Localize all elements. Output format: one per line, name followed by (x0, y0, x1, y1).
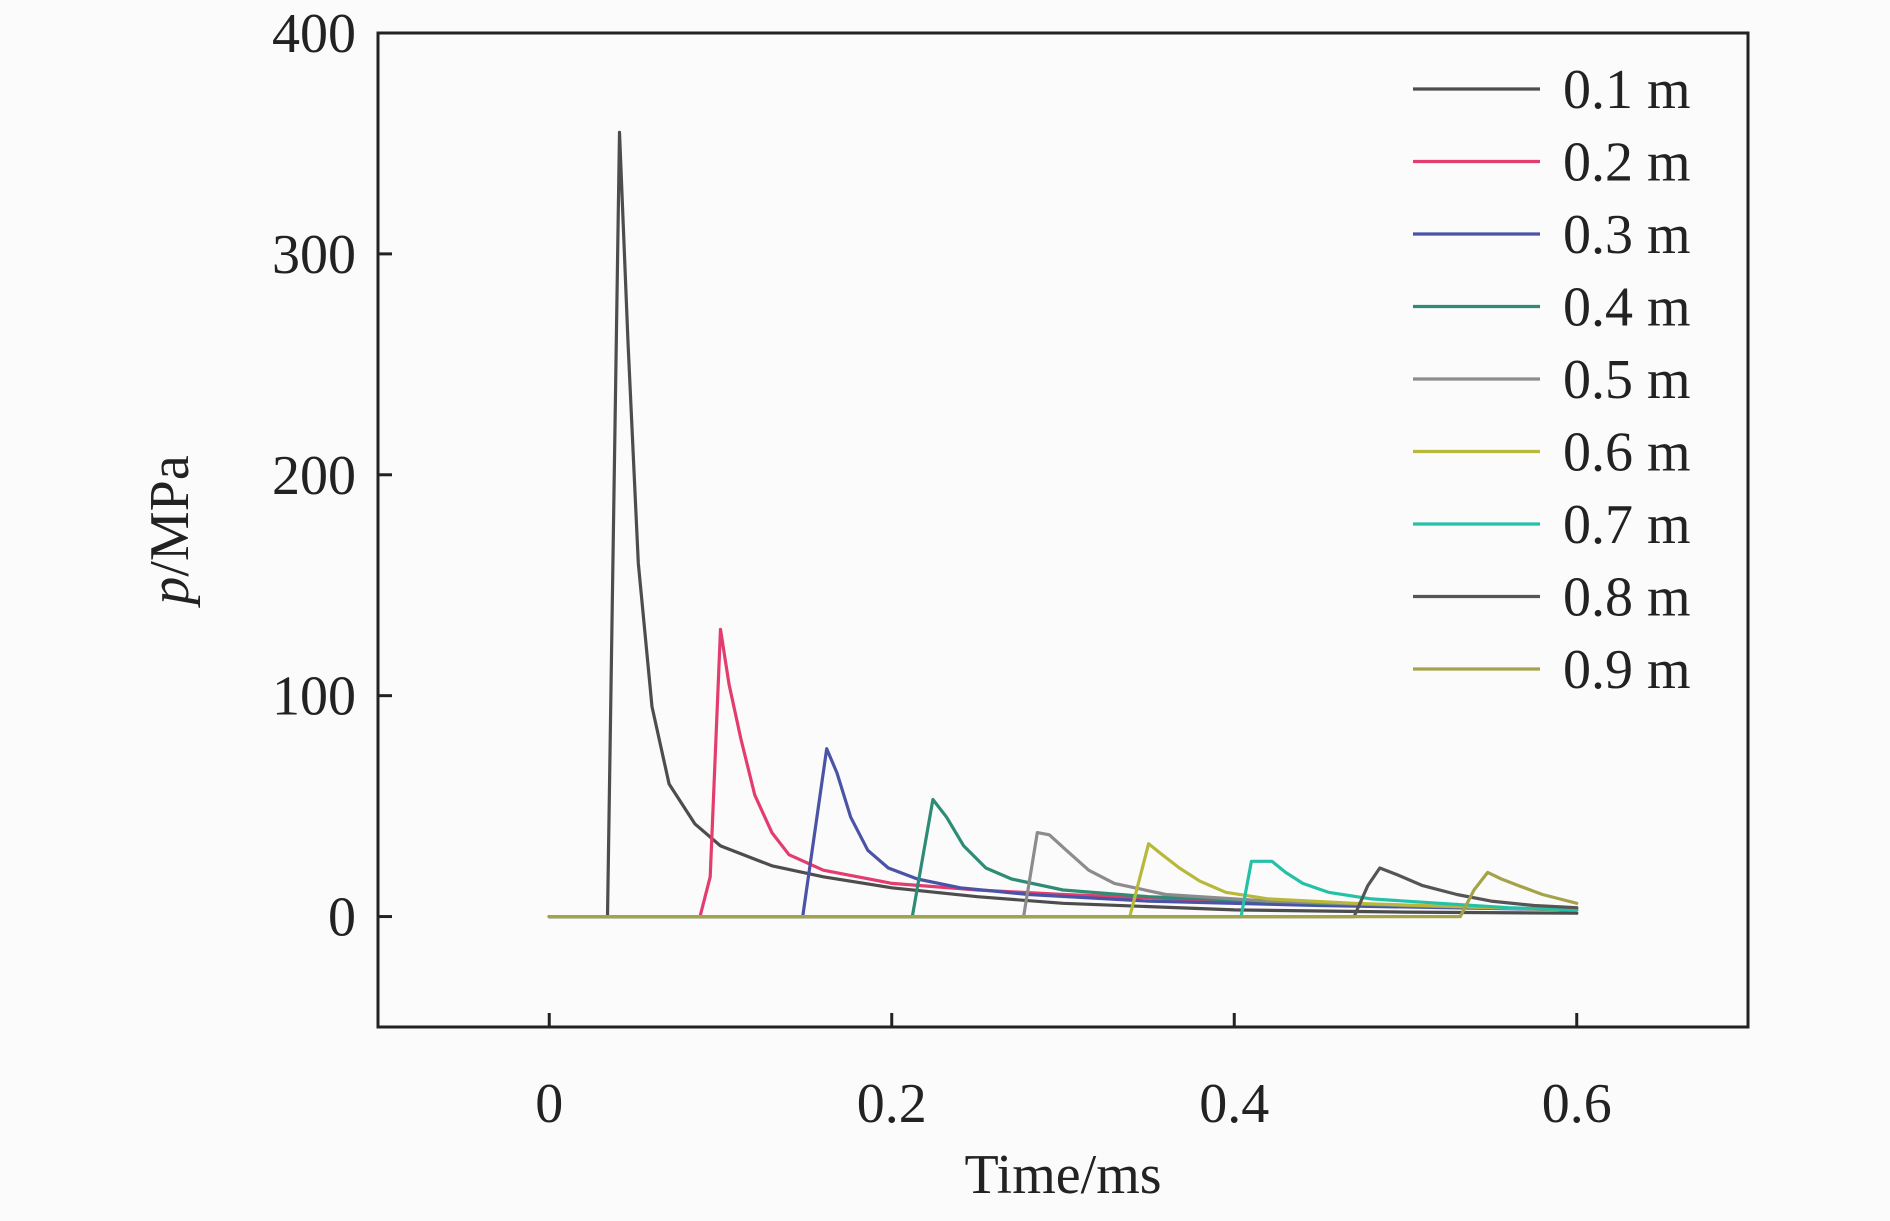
y-tick-label: 300 (272, 224, 356, 286)
y-tick-label: 0 (328, 887, 356, 949)
y-axis-label-variable: p (139, 577, 201, 609)
y-tick-label: 100 (272, 666, 356, 728)
legend: 0.1 m 0.2 m 0.3 m 0.4 m 0.5 m 0.6 m 0.7 m 0.8 m… (1413, 59, 1691, 701)
plot-frame (376, 31, 1750, 1029)
series-line-9 (547, 870, 1579, 919)
x-tick-label: 0.4 (1199, 1073, 1269, 1135)
legend-label: 0.2 m (1563, 132, 1691, 194)
series-line-2 (547, 627, 1579, 919)
legend-label: 0.1 m (1563, 59, 1691, 121)
x-axis-label: Time/ms (964, 1144, 1161, 1206)
series-line-1 (547, 130, 1579, 919)
legend-label: 0.6 m (1563, 422, 1691, 484)
legend-label: 0.8 m (1563, 567, 1691, 629)
legend-label: 0.5 m (1563, 349, 1691, 411)
legend-label: 0.7 m (1563, 494, 1691, 556)
legend-label: 0.4 m (1563, 277, 1691, 339)
legend-label: 0.3 m (1563, 204, 1691, 266)
x-tick-label: 0.6 (1542, 1073, 1612, 1135)
x-tick-label: 0 (535, 1073, 563, 1135)
x-tick-label: 0.2 (857, 1073, 927, 1135)
series-line-7 (547, 859, 1579, 919)
axis-tick-labels: 0 0.2 0.4 0.6 0 100 200 300 400 (272, 3, 1612, 1135)
axis-ticks (378, 31, 1579, 1027)
series-line-8 (547, 866, 1579, 919)
legend-label: 0.9 m (1563, 639, 1691, 701)
series-line-4 (547, 797, 1579, 919)
y-tick-label: 400 (272, 3, 356, 65)
y-axis-label-unit: /MPa (139, 455, 201, 576)
series-line-6 (547, 842, 1579, 919)
series-line-3 (547, 747, 1579, 919)
plot-lines (547, 130, 1579, 919)
y-axis-label: p/MPa (139, 455, 201, 608)
y-tick-label: 200 (272, 445, 356, 507)
